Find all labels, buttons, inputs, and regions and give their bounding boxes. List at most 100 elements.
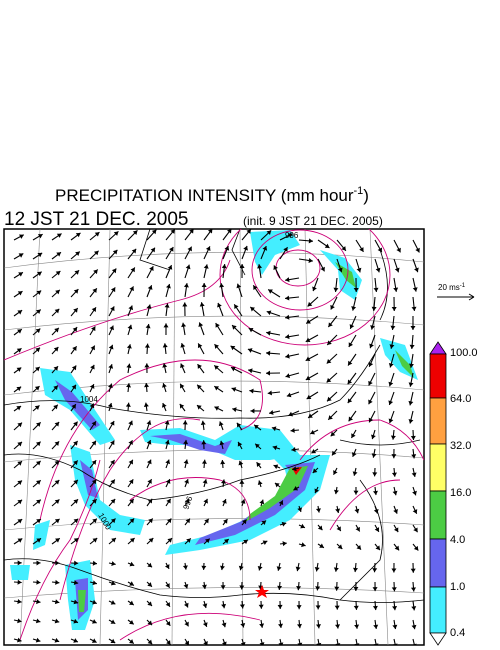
wind-arrowhead [368,380,373,386]
wind-arrowhead [164,439,170,445]
wind-scale-main: 20 ms [438,283,460,292]
wind-arrowhead [147,285,153,290]
isobars [4,229,424,641]
wind-vector [279,638,282,645]
wind-arrowhead [203,498,208,504]
wind-arrowhead [17,461,22,466]
wind-arrowhead [243,539,248,545]
colorbar-label: 100.0 [450,347,478,359]
wind-arrowhead [183,439,189,445]
wind-arrowhead [348,342,354,348]
wind-arrowhead [16,348,22,353]
wind-arrowhead [390,325,396,330]
wind-arrowhead [53,404,58,410]
wind-arrowhead [266,350,271,356]
wind-arrowhead [217,302,222,308]
wind-arrowhead [72,346,77,351]
wind-arrowhead [232,407,237,413]
wind-arrowhead [354,643,360,645]
wind-arrowhead [331,450,337,456]
wind-arrowhead [316,642,322,645]
wind-arrowhead [55,579,60,585]
wind-arrowhead [335,508,341,513]
wind-arrowhead [128,459,133,465]
wind-arrowhead [410,435,416,441]
wind-arrowhead [36,599,41,605]
wind-arrowhead [413,545,419,551]
wind-arrowhead [375,267,381,273]
wind-arrowhead [250,306,255,312]
wind-arrowhead [183,283,189,288]
wind-arrowhead [261,520,267,526]
wind-arrowhead [201,440,207,445]
wind-arrowhead [219,283,225,288]
wind-arrowhead [285,295,290,301]
wind-arrowhead [74,560,79,566]
colorbar-labels: 100.0 64.0 32.0 16.0 4.0 1.0 0.4 [450,347,478,639]
wind-arrowhead [36,271,42,277]
wind-arrowhead [369,343,374,349]
wind-arrowhead [161,403,167,408]
wind-arrowhead [220,565,225,571]
wind-arrowhead [373,490,378,496]
wind-arrowhead [17,422,23,428]
wind-arrowhead [189,229,194,234]
wind-arrowhead [148,538,154,543]
wind-arrowhead [36,480,41,485]
wind-arrowhead [187,246,192,252]
wind-arrowhead [330,304,335,310]
wind-arrowhead [54,308,60,314]
wind-arrowhead [202,622,208,627]
init-time: (init. 9 JST 21 DEC. 2005) [243,214,383,228]
wind-arrowhead [409,344,415,349]
wind-arrowhead [111,561,116,567]
wind-arrowhead [282,541,287,547]
wind-arrowhead [392,605,398,611]
wind-arrowhead [239,604,245,609]
wind-arrowhead [336,526,341,532]
location-star [255,585,269,598]
wind-arrowhead [72,327,78,332]
wind-arrowhead [151,229,157,235]
wind-arrowhead [377,247,383,253]
precipitation [10,230,418,630]
wind-arrowhead [110,518,116,524]
wind-arrowhead [198,322,204,328]
wind-arrowhead [92,560,97,566]
wind-arrowhead [146,304,152,310]
wind-arrowhead [71,365,77,371]
wind-arrowhead [129,498,134,504]
wind-arrowhead [393,527,399,533]
wind-arrowhead [199,302,205,307]
wind-arrowhead [35,618,41,624]
wind-arrowhead [273,464,279,470]
isobar-label: 996 [285,231,299,240]
wind-arrowhead [17,599,22,605]
wind-arrowhead [108,344,114,350]
wind-arrowhead [17,579,22,585]
wind-arrowhead [214,406,220,411]
wind-arrowhead [278,623,284,628]
wind-arrowhead [236,422,242,428]
wind-arrowhead [147,479,152,484]
wind-arrowhead [73,308,78,313]
wind-arrowhead [55,538,60,543]
wind-arrowhead [35,441,41,447]
wind-arrowhead [391,587,397,592]
wind-arrowhead [129,561,135,567]
wind-arrowhead [300,523,305,529]
wind-arrowhead [166,283,171,289]
wind-arrowhead [200,420,206,426]
wind-arrowhead [183,459,189,465]
wind-arrowhead [205,246,211,251]
wind-arrowhead [388,362,394,368]
wind-arrowhead [391,306,397,311]
wind-arrowhead [197,364,202,369]
wind-arrowhead [184,640,189,645]
wind-arrowhead [351,452,357,457]
wind-arrowhead [333,287,339,292]
wind-arrowhead [54,637,60,643]
wind-arrowhead [162,383,167,388]
wind-arrowhead [36,290,42,296]
wind-arrowhead [166,518,172,524]
